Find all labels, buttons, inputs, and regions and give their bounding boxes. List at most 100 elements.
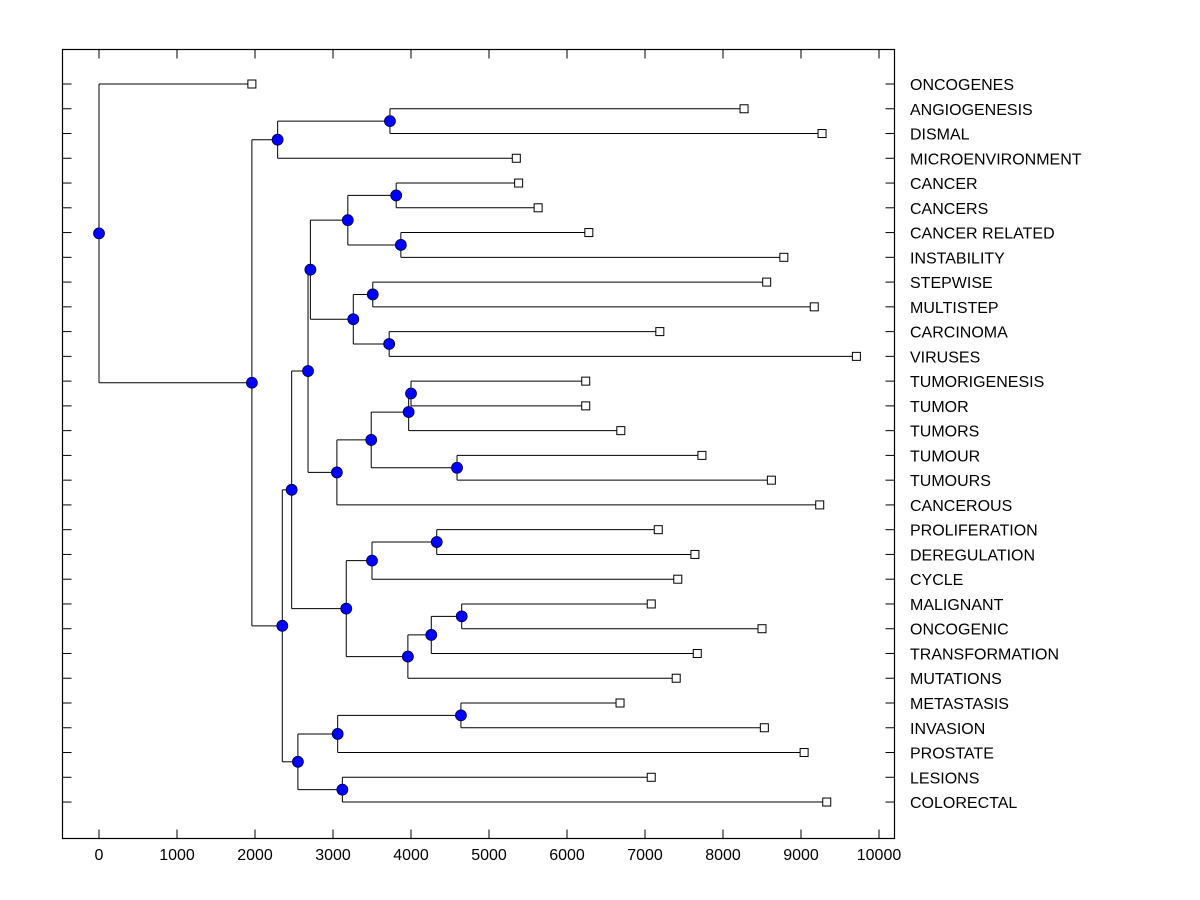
leaf-marker (739, 104, 749, 114)
leaf-marker (779, 252, 789, 262)
x-axis-tick-labels: 0 1000 2000 3000 4000 5000 6000 7000 8000 9000 100… (95, 847, 902, 864)
leaf-label: INVASION (910, 721, 985, 738)
leaf-label: METASTASIS (910, 696, 1009, 713)
merge-node (347, 313, 360, 326)
x-tick-label: 8000 (705, 847, 741, 864)
leaf-label: CARCINOMA (910, 325, 1008, 342)
leaf-marker (815, 500, 825, 510)
merge-node (455, 610, 468, 623)
merge-node (390, 189, 403, 202)
leaf-marker (581, 376, 591, 386)
leaf-marker (766, 475, 776, 485)
leaf-label: COLORECTAL (910, 795, 1017, 812)
leaf-marker (646, 599, 656, 609)
merge-node (271, 133, 284, 146)
merge-node (430, 536, 443, 548)
plot-frame (61, 48, 896, 840)
axis-ticks (62, 49, 895, 839)
leaf-marker (584, 228, 594, 238)
merge-node (245, 376, 258, 389)
merge-node (304, 263, 317, 276)
leaf-marker (692, 648, 702, 658)
leaf-label: PROSTATE (910, 746, 994, 763)
x-tick-label: 7000 (627, 847, 663, 864)
x-tick-label: 1000 (159, 847, 195, 864)
merge-node (455, 709, 467, 722)
merge-node (93, 227, 105, 240)
leaf-label: ONCOGENIC (910, 622, 1009, 639)
merge-node (383, 338, 396, 350)
leaf-marker (616, 426, 626, 436)
leaf-label: CYCLE (910, 572, 963, 589)
leaf-label: ONCOGENES (910, 77, 1014, 94)
node-markers (93, 115, 468, 796)
leaf-label: INSTABILITY (910, 250, 1005, 267)
leaf-marker (533, 203, 543, 213)
leaf-label: CANCER (910, 176, 978, 193)
leaf-label: TUMOR (910, 399, 969, 416)
leaf-label: PROLIFERATION (910, 523, 1038, 540)
leaf-label: MUTATIONS (910, 671, 1002, 688)
leaf-label: LESIONS (910, 770, 979, 787)
leaf-label: DISMAL (910, 127, 970, 144)
leaf-label: CANCER RELATED (910, 226, 1055, 243)
leaf-marker (690, 549, 700, 559)
leaf-marker (809, 302, 819, 312)
x-tick-label: 9000 (783, 847, 819, 864)
leaf-labels: ONCOGENES ANGIOGENESIS DISMAL MICROENVIRONM… (910, 77, 1082, 812)
leaf-marker (697, 450, 707, 460)
leaf-marker (851, 351, 861, 361)
x-tick-label: 3000 (315, 847, 351, 864)
leaf-marker (646, 772, 656, 782)
merge-node (341, 214, 354, 227)
leaf-marker (581, 401, 591, 411)
leaf-label: TUMOUR (910, 448, 980, 465)
leaf-label: MULTISTEP (910, 300, 999, 317)
leaf-label: VIRUSES (910, 349, 980, 366)
leaf-marker (247, 79, 257, 89)
leaf-marker (653, 525, 663, 535)
leaf-markers (247, 79, 861, 807)
x-tick-label: 6000 (549, 847, 585, 864)
x-tick-label: 10000 (857, 847, 902, 864)
merge-node (402, 406, 415, 418)
leaf-label: DEREGULATION (910, 547, 1035, 564)
leaf-label: TUMOURS (910, 473, 991, 490)
leaf-label: MALIGNANT (910, 597, 1004, 614)
leaf-label: STEPWISE (910, 275, 993, 292)
merge-node (405, 387, 417, 400)
leaf-marker (673, 574, 683, 584)
leaf-marker (511, 153, 521, 163)
leaf-marker (762, 277, 772, 287)
leaf-marker (759, 723, 769, 733)
leaf-label: TUMORIGENESIS (910, 374, 1044, 391)
leaf-marker (822, 797, 832, 807)
merge-node (366, 554, 378, 567)
leaf-marker (655, 327, 665, 337)
merge-node (331, 728, 344, 740)
leaf-marker (817, 129, 827, 139)
merge-node (336, 783, 349, 796)
leaf-marker (615, 698, 625, 708)
leaf-marker (799, 748, 809, 758)
merge-node (366, 288, 379, 301)
merge-node (425, 629, 438, 641)
merge-node (330, 466, 343, 479)
x-tick-label: 0 (95, 847, 104, 864)
merge-node (302, 365, 314, 377)
merge-node (394, 239, 407, 251)
leaf-marker (757, 624, 767, 634)
leaf-marker (671, 673, 681, 683)
leaf-label: TUMORS (910, 424, 979, 441)
merge-node (285, 483, 298, 496)
leaf-label: MICROENVIRONMENT (910, 151, 1082, 168)
x-tick-label: 2000 (237, 847, 273, 864)
merge-node (291, 755, 304, 768)
leaf-marker (514, 178, 524, 188)
merge-node (276, 619, 289, 632)
leaf-label: CANCERS (910, 201, 988, 218)
leaf-label: CANCEROUS (910, 498, 1012, 515)
leaf-label: TRANSFORMATION (910, 646, 1059, 663)
merge-node (340, 602, 353, 615)
